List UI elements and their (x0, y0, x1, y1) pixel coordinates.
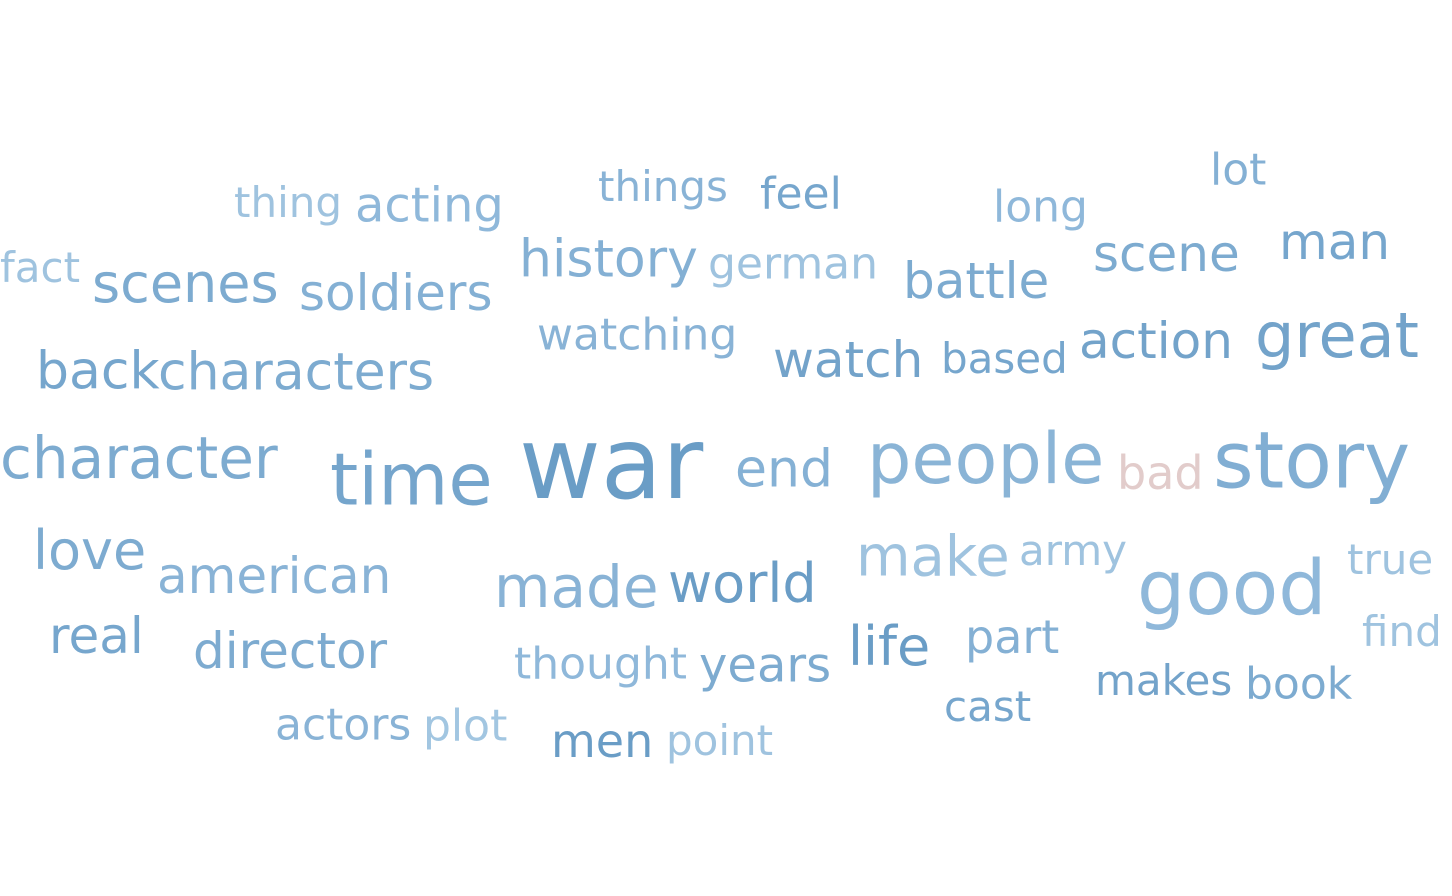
word-scenes: scenes (92, 252, 279, 316)
word-made: made (494, 553, 659, 622)
word-characters: characters (158, 342, 435, 403)
word-thing: thing (234, 177, 343, 227)
word-based: based (941, 333, 1068, 383)
word-character: character (0, 424, 278, 493)
word-book: book (1245, 658, 1353, 710)
word-action: action (1079, 312, 1233, 370)
word-things: things (598, 161, 728, 211)
word-man: man (1279, 213, 1391, 271)
word-bad: bad (1117, 445, 1204, 500)
word-back: back (36, 341, 160, 402)
word-fact: fact (0, 242, 81, 292)
word-american: american (157, 547, 392, 605)
word-history: history (519, 229, 698, 290)
word-soldiers: soldiers (299, 264, 493, 322)
word-war: war (519, 405, 704, 522)
word-scene: scene (1093, 225, 1240, 283)
word-german: german (708, 238, 879, 290)
word-great: great (1255, 299, 1419, 373)
word-watch: watch (773, 331, 924, 389)
word-lot: lot (1210, 144, 1267, 196)
word-acting: acting (355, 177, 504, 234)
word-good: good (1137, 542, 1327, 632)
word-long: long (993, 181, 1088, 233)
word-true: true (1347, 534, 1434, 584)
word-people: people (867, 418, 1105, 501)
word-plot: plot (423, 700, 508, 752)
word-watching: watching (537, 309, 738, 361)
word-army: army (1019, 525, 1128, 575)
word-find: find (1362, 606, 1442, 656)
word-men: men (551, 713, 654, 768)
word-end: end (735, 439, 833, 500)
word-part: part (965, 609, 1060, 664)
word-life: life (848, 615, 931, 679)
word-make: make (856, 524, 1010, 590)
word-cast: cast (944, 681, 1032, 731)
word-director: director (193, 622, 388, 680)
word-feel: feel (760, 168, 842, 220)
word-love: love (33, 519, 147, 583)
word-real: real (49, 607, 144, 665)
word-battle: battle (903, 252, 1050, 310)
word-thought: thought (514, 638, 688, 690)
word-world: world (668, 552, 817, 616)
word-years: years (699, 637, 832, 694)
word-actors: actors (275, 699, 412, 751)
word-time: time (330, 437, 493, 522)
word-point: point (666, 715, 774, 765)
word-story: story (1213, 416, 1411, 507)
word-makes: makes (1095, 655, 1233, 705)
